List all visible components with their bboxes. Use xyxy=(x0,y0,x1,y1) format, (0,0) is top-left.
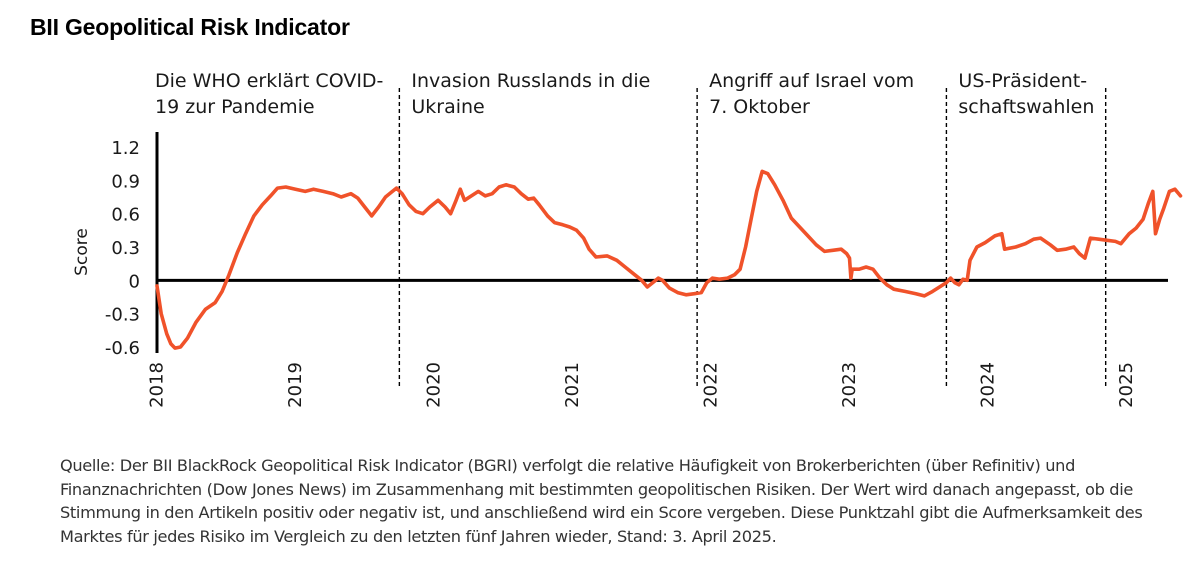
x-tick-label: 2022 xyxy=(700,362,721,408)
event-label: US-Präsident- xyxy=(958,70,1087,92)
series-layer xyxy=(155,169,1183,350)
event-annotations: Die WHO erklärt COVID- 19 zur Pandemie Inv… xyxy=(155,70,1107,388)
x-tick-label: 2021 xyxy=(562,362,583,408)
event-label: Invasion Russlands in die xyxy=(411,70,650,92)
y-tick-label: 0.3 xyxy=(111,238,140,259)
x-tick-label: 2020 xyxy=(423,362,444,408)
x-tick-label: 2019 xyxy=(285,362,306,408)
event-label: Ukraine xyxy=(411,96,484,118)
event-label: 19 zur Pandemie xyxy=(155,96,315,118)
y-tick-label: -0.6 xyxy=(105,338,140,359)
chart-title: BII Geopolitical Risk Indicator xyxy=(30,14,350,40)
y-axis-label: Score xyxy=(72,228,92,276)
x-tick-label: 2024 xyxy=(977,362,998,408)
y-tick-label: 0.9 xyxy=(111,171,140,192)
y-tick-label: 0.6 xyxy=(111,205,140,226)
event-label: Die WHO erklärt COVID- xyxy=(155,70,383,92)
event-label: schaftswahlen xyxy=(958,96,1094,118)
x-tick-label: 2018 xyxy=(147,362,168,408)
axes xyxy=(155,132,1168,353)
series-line xyxy=(155,169,1183,350)
y-tick-label: 0 xyxy=(129,271,140,292)
tick-labels: 1.2 0.9 0.6 0.3 0 -0.3 -0.6 2018 2019 2020 2021 202… xyxy=(105,138,1137,408)
x-tick-label: 2025 xyxy=(1116,362,1137,408)
y-tick-label: -0.3 xyxy=(105,305,140,326)
y-tick-label: 1.2 xyxy=(111,138,140,159)
line-chart: Die WHO erklärt COVID- 19 zur Pandemie Inv… xyxy=(72,70,1183,408)
source-note: Quelle: Der BII BlackRock Geopolitical R… xyxy=(60,456,1143,546)
event-label: 7. Oktober xyxy=(709,96,810,118)
event-label: Angriff auf Israel vom xyxy=(709,70,914,92)
x-tick-label: 2023 xyxy=(839,362,860,408)
